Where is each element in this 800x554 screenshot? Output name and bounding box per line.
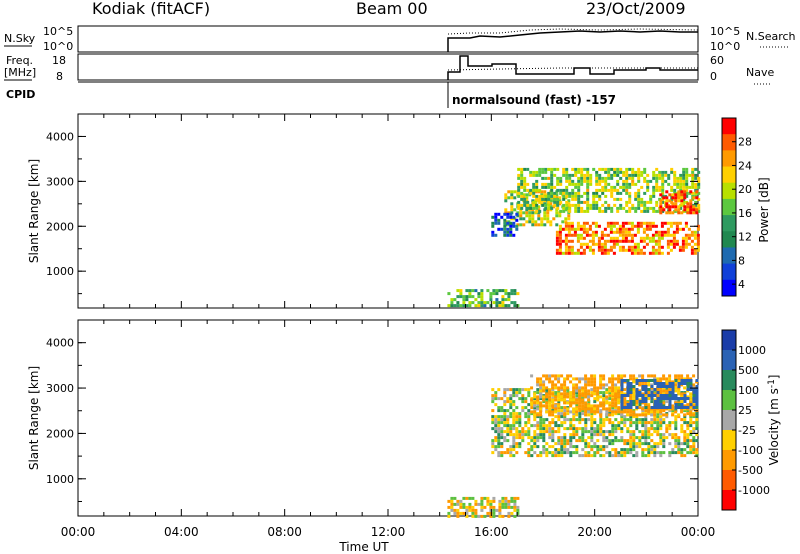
velocity-colorbar-tick-6: -500 — [738, 464, 763, 477]
x-tick-6: 00:00 — [681, 525, 716, 539]
power-colorbar-tick-5: 8 — [738, 254, 745, 267]
velocity-colorbar: 1000 500 100 25 -25 -100 -500 -1000 Velocity [m … — [721, 329, 781, 511]
velocity-colorbar-swatch-1 — [722, 350, 736, 371]
power-colorbar-tick-2: 20 — [738, 183, 752, 196]
power-colorbar-swatch-2 — [722, 150, 736, 168]
beam-title: Beam 00 — [356, 0, 428, 18]
nave-label: Nave — [746, 66, 774, 79]
power-colorbar-swatch-9 — [722, 263, 736, 281]
nsky-tick-top: 10^5 — [43, 25, 73, 38]
power-colorbar-tick-1: 24 — [738, 159, 752, 172]
velocity-colorbar-label: Velocity [m s-1] — [767, 375, 781, 466]
nave-tick-bottom: 0 — [710, 70, 717, 83]
power-ytick-2: 3000 — [46, 175, 74, 188]
velocity-ylabel: Slant Range [km] — [27, 366, 41, 470]
freq-trace — [447, 55, 698, 80]
cpid-label: CPID — [6, 88, 35, 101]
power-colorbar-swatch-3 — [722, 166, 736, 184]
velocity-colorbar-tick-0: 1000 — [738, 344, 766, 357]
cpid-text: normalsound (fast) -157 — [452, 93, 616, 107]
velocity-frame — [77, 319, 699, 517]
velocity-colorbar-tick-4: -25 — [738, 424, 756, 437]
velocity-colorbar-tick-7: -1000 — [738, 484, 770, 497]
nsky-tick-bottom: 10^0 — [43, 40, 73, 53]
nsky-frame — [77, 25, 699, 53]
velocity-colorbar-swatch-7 — [722, 470, 736, 491]
nsky-panel: N.Sky 10^5 10^0 10^5 10^0 N.Search — [4, 25, 796, 53]
freq-tick-top: 18 — [52, 54, 66, 67]
power-colorbar-tick-6: 4 — [738, 278, 745, 291]
power-panel: 1000 2000 3000 4000 Slant Range [km] — [27, 113, 701, 309]
power-region-4 — [491, 212, 519, 237]
x-tick-3: 12:00 — [371, 525, 406, 539]
x-tick-5: 20:00 — [577, 525, 612, 539]
x-tick-1: 04:00 — [164, 525, 199, 539]
velocity-colorbar-tick-5: -100 — [738, 444, 763, 457]
power-region-0 — [447, 289, 520, 308]
power-colorbar: 28 24 20 16 12 8 4 Power [dB] — [721, 117, 771, 297]
nave-tick-top: 60 — [710, 54, 724, 67]
power-ytick-1: 2000 — [46, 220, 74, 233]
x-tick-0: 00:00 — [61, 525, 96, 539]
freq-label-2: [MHz] — [4, 66, 36, 79]
nsky-trace — [447, 30, 698, 52]
power-colorbar-swatch-5 — [722, 198, 736, 216]
velocity-colorbar-swatch-6 — [722, 450, 736, 471]
power-colorbar-swatch-4 — [722, 182, 736, 200]
nsearch-trace — [447, 28, 699, 35]
power-colorbar-swatch-1 — [722, 134, 736, 151]
power-ytick-0: 1000 — [46, 265, 74, 278]
station-title: Kodiak (fitACF) — [92, 0, 210, 18]
velocity-ytick-2: 3000 — [46, 382, 74, 395]
x-tick-4: 16:00 — [474, 525, 509, 539]
nsearch-label: N.Search — [746, 30, 796, 43]
velocity-region-0 — [447, 496, 520, 518]
power-region-5 — [659, 190, 699, 215]
power-region-3 — [517, 167, 701, 213]
power-colorbar-tick-4: 12 — [738, 231, 752, 244]
velocity-colorbar-swatch-5 — [722, 430, 736, 451]
nave-trace — [447, 67, 698, 71]
velocity-colorbar-tick-2: 100 — [738, 384, 759, 397]
velocity-region-3 — [620, 379, 699, 409]
power-ytick-3: 4000 — [46, 130, 74, 143]
freq-frame — [77, 53, 699, 81]
nsky-tick-top-right: 10^5 — [710, 25, 740, 38]
velocity-colorbar-swatch-3 — [722, 390, 736, 411]
velocity-colorbar-swatch-2 — [722, 370, 736, 391]
power-colorbar-label: Power [dB] — [757, 177, 771, 242]
nsky-tick-bottom-right: 10^0 — [710, 40, 740, 53]
velocity-colorbar-tick-3: 25 — [738, 404, 752, 417]
velocity-colorbar-swatch-8 — [722, 490, 736, 511]
velocity-ytick-0: 1000 — [46, 473, 74, 486]
power-colorbar-swatch-8 — [722, 247, 736, 265]
x-tick-2: 08:00 — [267, 525, 302, 539]
nsky-label: N.Sky — [4, 32, 36, 45]
power-colorbar-tick-0: 28 — [738, 136, 752, 149]
velocity-ytick-1: 2000 — [46, 427, 74, 440]
freq-panel: Freq. [MHz] 18 8 60 0 Nave — [4, 53, 774, 85]
velocity-panel: 1000 2000 3000 4000 Slant Range [km] — [27, 319, 699, 518]
x-axis-label: Time UT — [338, 540, 389, 554]
freq-label-1: Freq. — [6, 54, 33, 67]
freq-tick-bottom: 8 — [56, 70, 63, 83]
velocity-ytick-3: 4000 — [46, 337, 74, 350]
power-colorbar-tick-3: 16 — [738, 207, 752, 220]
velocity-colorbar-swatch-4 — [722, 410, 736, 431]
power-ylabel: Slant Range [km] — [27, 159, 41, 263]
velocity-colorbar-swatch-0 — [722, 330, 736, 351]
cpid-panel: CPID normalsound (fast) -157 — [6, 81, 698, 108]
power-colorbar-swatch-7 — [722, 231, 736, 248]
power-region-2 — [555, 221, 700, 255]
power-colorbar-swatch-6 — [722, 215, 736, 232]
power-colorbar-swatch-0 — [722, 118, 736, 135]
power-colorbar-swatch-10 — [722, 279, 736, 297]
date-title: 23/Oct/2009 — [586, 0, 686, 18]
velocity-colorbar-tick-1: 500 — [738, 364, 759, 377]
